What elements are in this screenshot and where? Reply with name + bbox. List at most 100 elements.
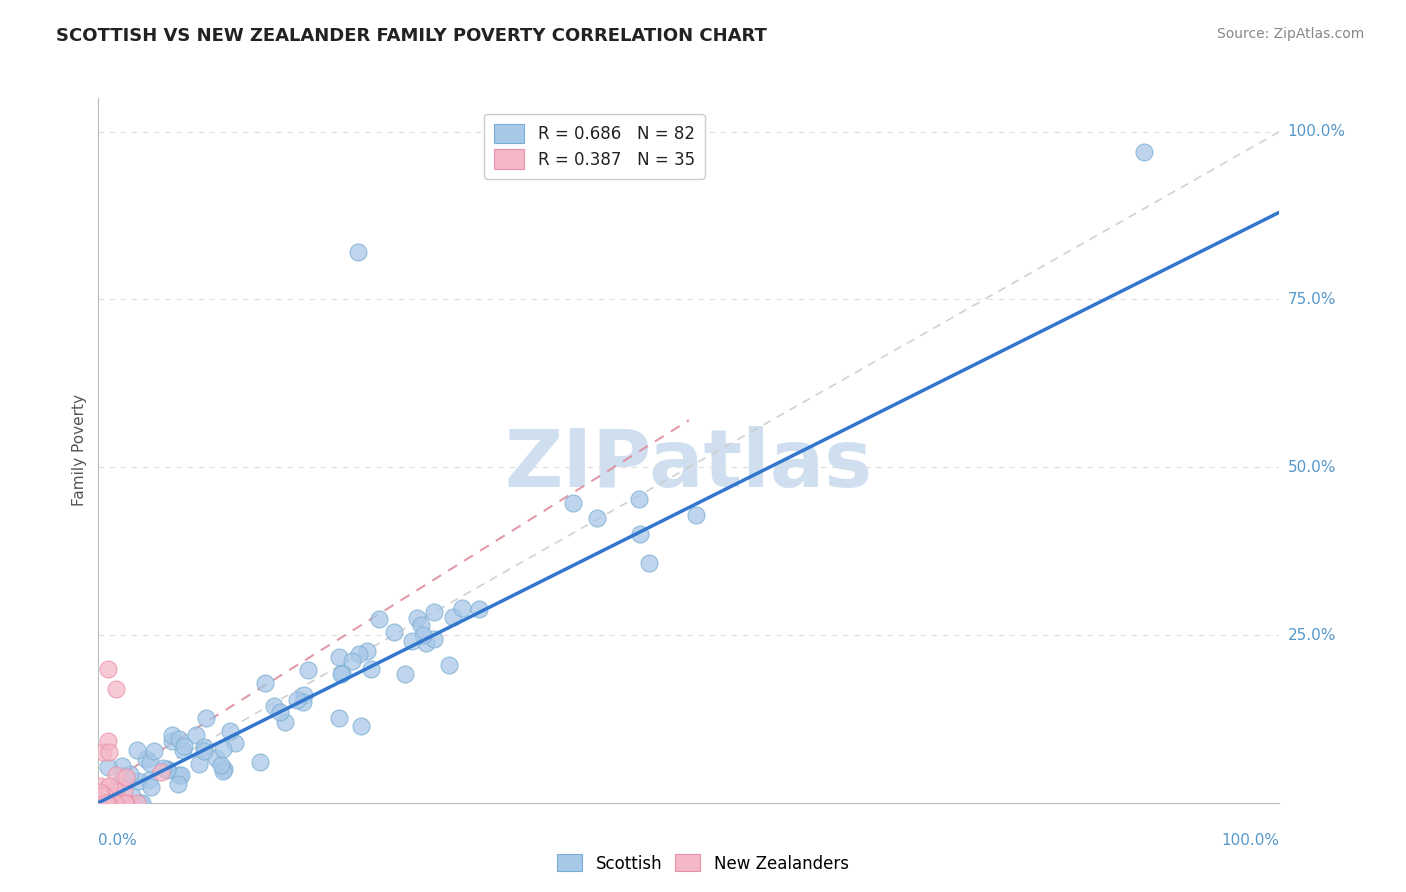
- Text: 100.0%: 100.0%: [1288, 124, 1346, 139]
- Text: SCOTTISH VS NEW ZEALANDER FAMILY POVERTY CORRELATION CHART: SCOTTISH VS NEW ZEALANDER FAMILY POVERTY…: [56, 27, 768, 45]
- Point: [169, 732, 191, 747]
- Point: [112, 769, 135, 783]
- Point: [382, 624, 405, 639]
- Point: [112, 782, 135, 797]
- Point: [101, 796, 124, 810]
- Point: [97, 760, 120, 774]
- Point: [139, 780, 162, 795]
- Point: [172, 742, 194, 756]
- Point: [98, 796, 121, 810]
- Point: [274, 715, 297, 730]
- Point: [112, 796, 135, 810]
- Text: Source: ZipAtlas.com: Source: ZipAtlas.com: [1216, 27, 1364, 41]
- Point: [586, 511, 609, 525]
- Point: [107, 796, 129, 810]
- Point: [118, 796, 141, 810]
- Point: [292, 695, 315, 709]
- Legend: R = 0.686   N = 82, R = 0.387   N = 35: R = 0.686 N = 82, R = 0.387 N = 35: [484, 113, 704, 178]
- Point: [121, 789, 143, 803]
- Point: [224, 736, 246, 750]
- Point: [1132, 145, 1154, 159]
- Point: [139, 756, 162, 770]
- Point: [394, 667, 416, 681]
- Point: [468, 601, 491, 615]
- Point: [292, 688, 315, 702]
- Point: [96, 796, 118, 810]
- Point: [89, 785, 111, 799]
- Point: [347, 245, 370, 260]
- Point: [96, 796, 118, 810]
- Point: [97, 662, 120, 676]
- Point: [249, 755, 271, 769]
- Point: [91, 796, 114, 810]
- Point: [212, 742, 235, 756]
- Point: [94, 796, 117, 810]
- Point: [167, 767, 190, 781]
- Point: [97, 780, 120, 794]
- Point: [628, 527, 651, 541]
- Point: [111, 796, 134, 810]
- Point: [138, 772, 160, 787]
- Point: [97, 745, 120, 759]
- Point: [90, 788, 112, 802]
- Point: [350, 719, 373, 733]
- Point: [160, 734, 183, 748]
- Point: [285, 693, 308, 707]
- Point: [356, 644, 378, 658]
- Text: 50.0%: 50.0%: [1288, 459, 1336, 475]
- Point: [143, 744, 166, 758]
- Point: [98, 791, 121, 805]
- Point: [205, 751, 228, 765]
- Point: [423, 605, 446, 619]
- Point: [330, 666, 353, 681]
- Point: [96, 796, 118, 810]
- Point: [637, 556, 659, 570]
- Point: [212, 763, 235, 777]
- Point: [269, 705, 291, 719]
- Point: [685, 508, 707, 523]
- Point: [114, 771, 136, 785]
- Point: [114, 796, 136, 810]
- Point: [135, 752, 157, 766]
- Text: 100.0%: 100.0%: [1222, 833, 1279, 848]
- Point: [89, 796, 111, 810]
- Point: [87, 796, 110, 810]
- Point: [90, 789, 112, 803]
- Point: [193, 740, 215, 755]
- Point: [131, 796, 153, 810]
- Point: [152, 761, 174, 775]
- Point: [349, 647, 371, 661]
- Point: [111, 758, 134, 772]
- Point: [423, 632, 446, 646]
- Point: [401, 634, 423, 648]
- Point: [156, 764, 179, 778]
- Point: [188, 756, 211, 771]
- Point: [127, 743, 149, 757]
- Point: [150, 764, 173, 779]
- Point: [104, 768, 127, 782]
- Point: [94, 794, 117, 808]
- Point: [104, 782, 127, 797]
- Point: [173, 739, 195, 754]
- Text: ZIPatlas: ZIPatlas: [505, 425, 873, 504]
- Point: [104, 782, 127, 797]
- Text: 75.0%: 75.0%: [1288, 292, 1336, 307]
- Point: [263, 699, 285, 714]
- Point: [166, 777, 188, 791]
- Point: [104, 796, 127, 810]
- Point: [169, 768, 191, 782]
- Point: [93, 788, 115, 802]
- Point: [367, 612, 389, 626]
- Point: [125, 796, 148, 810]
- Point: [97, 796, 120, 810]
- Point: [194, 711, 217, 725]
- Point: [97, 734, 120, 748]
- Text: 0.0%: 0.0%: [98, 833, 138, 848]
- Point: [562, 496, 585, 510]
- Point: [628, 491, 651, 506]
- Y-axis label: Family Poverty: Family Poverty: [72, 394, 87, 507]
- Point: [115, 796, 138, 810]
- Point: [342, 654, 364, 668]
- Point: [209, 757, 232, 772]
- Point: [451, 601, 474, 615]
